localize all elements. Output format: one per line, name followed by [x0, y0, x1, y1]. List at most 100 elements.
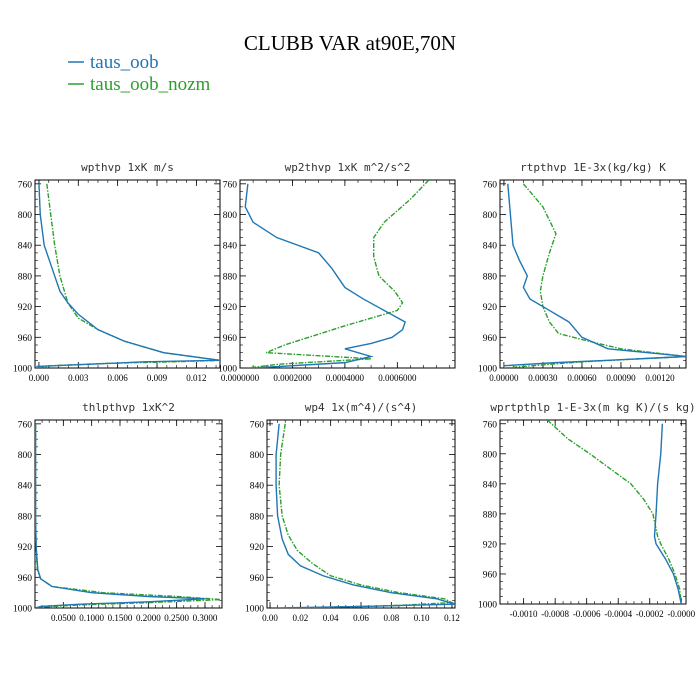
x-tick-label: 0.08 — [383, 613, 399, 623]
x-tick-label: 0.0006000 — [378, 373, 417, 383]
y-tick-label: 920 — [18, 543, 33, 553]
y-tick-label: 920 — [18, 303, 33, 313]
subplot-title: wprtpthlp 1-E-3x(m kg K)/(s kg) — [490, 401, 695, 414]
x-tick-label: 0.3000 — [193, 613, 218, 623]
x-tick-label: 0.0000000 — [221, 373, 260, 383]
y-tick-label: 800 — [18, 451, 33, 461]
subplot-title: wp2thvp 1xK m^2/s^2 — [285, 161, 411, 174]
subplot-3: rtpthvp 1E-3x(kg/kg) K 760 800 840 880 920 960… — [478, 161, 687, 383]
y-tick-label: 800 — [223, 211, 238, 221]
x-tick-label: 0.12 — [444, 613, 460, 623]
y-tick-label: 960 — [18, 334, 33, 344]
y-tick-label: 760 — [18, 420, 33, 430]
series-line-taus_oob_nozm — [546, 420, 682, 604]
x-tick-label: -0.0000 — [667, 609, 695, 619]
series-line-taus_oob — [35, 423, 206, 608]
legend-label: taus_oob — [90, 52, 159, 73]
x-tick-label: 0.00090 — [606, 373, 636, 383]
y-tick-label: 760 — [250, 420, 265, 430]
y-tick-label: 960 — [483, 334, 498, 344]
y-tick-label: 920 — [223, 303, 238, 313]
x-tick-label: 0.06 — [353, 613, 369, 623]
y-tick-label: 760 — [483, 180, 498, 190]
y-tick-label: 760 — [483, 420, 498, 430]
x-tick-label: 0.02 — [292, 613, 308, 623]
subplot-title: rtpthvp 1E-3x(kg/kg) K — [520, 161, 666, 174]
x-tick-label: 0.04 — [323, 613, 339, 623]
x-tick-label: 0.1000 — [79, 613, 104, 623]
series-line-taus_oob — [244, 183, 407, 368]
x-tick-label: 0.00060 — [567, 373, 597, 383]
x-tick-label: -0.0002 — [636, 609, 664, 619]
plot-frame — [499, 419, 687, 605]
x-tick-label: 0.012 — [186, 373, 206, 383]
y-tick-label: 920 — [483, 540, 498, 550]
y-tick-label: 1000 — [478, 365, 497, 375]
y-tick-label: 960 — [223, 334, 238, 344]
x-tick-label: 0.00000 — [489, 373, 519, 383]
x-tick-label: 0.000 — [29, 373, 50, 383]
x-tick-label: 0.00 — [262, 613, 278, 623]
subplot-title: wpthvp 1xK m/s — [81, 161, 174, 174]
x-tick-label: 0.1500 — [108, 613, 133, 623]
y-tick-label: 1000 — [13, 605, 32, 615]
y-tick-label: 840 — [18, 482, 33, 492]
y-tick-label: 920 — [483, 303, 498, 313]
plot-frame — [499, 179, 687, 369]
y-tick-label: 880 — [223, 272, 238, 282]
y-tick-label: 760 — [18, 180, 33, 190]
y-tick-label: 800 — [483, 211, 498, 221]
y-tick-label: 1000 — [245, 605, 264, 615]
x-tick-label: 0.0004000 — [326, 373, 365, 383]
legend-label: taus_oob_nozm — [90, 74, 211, 95]
x-tick-label: 0.009 — [147, 373, 168, 383]
x-tick-label: 0.0500 — [51, 613, 76, 623]
x-tick-label: 0.00120 — [645, 373, 675, 383]
series-line-taus_oob_nozm — [35, 423, 222, 608]
x-tick-label: -0.0004 — [604, 609, 632, 619]
y-tick-label: 880 — [483, 272, 498, 282]
series-line-taus_oob — [275, 423, 455, 608]
legend-entry: taus_oob_nozm — [68, 74, 211, 95]
y-tick-label: 960 — [483, 570, 498, 580]
x-tick-label: -0.0006 — [573, 609, 601, 619]
y-tick-label: 760 — [223, 180, 238, 190]
series-line-taus_oob_nozm — [278, 423, 455, 608]
x-tick-label: 0.003 — [68, 373, 89, 383]
x-tick-label: 0.2000 — [136, 613, 161, 623]
subplot-1: wpthvp 1xK m/s76080084088092096010000.00… — [13, 161, 221, 383]
x-tick-label: 0.2500 — [164, 613, 189, 623]
x-tick-label: 0.00030 — [528, 373, 558, 383]
figure-title: CLUBB VAR at90E,70N — [244, 31, 456, 55]
subplot-title: wp4 1x(m^4)/(s^4) — [305, 401, 418, 414]
y-tick-label: 880 — [483, 510, 498, 520]
series-line-taus_oob — [36, 183, 220, 368]
y-tick-label: 800 — [483, 450, 498, 460]
x-tick-label: -0.0010 — [510, 609, 538, 619]
legend-entry: taus_oob — [68, 52, 159, 73]
y-tick-label: 840 — [18, 242, 33, 252]
series-line-taus_oob — [503, 183, 686, 367]
subplot-2: wp2thvp 1xK m^2/s^2 760 800 840 880 920 960 100… — [218, 161, 456, 383]
y-tick-label: 880 — [18, 512, 33, 522]
x-tick-label: 0.006 — [108, 373, 129, 383]
y-tick-label: 800 — [250, 451, 265, 461]
y-tick-label: 1000 — [218, 365, 237, 375]
x-tick-label: 0.10 — [414, 613, 430, 623]
y-tick-label: 880 — [18, 272, 33, 282]
y-tick-label: 960 — [18, 574, 33, 584]
series-line-taus_oob_nozm — [247, 180, 430, 368]
y-tick-label: 840 — [483, 242, 498, 252]
y-tick-label: 1000 — [13, 365, 32, 375]
series-line-taus_oob — [653, 423, 682, 604]
y-tick-label: 840 — [250, 482, 265, 492]
x-tick-label: -0.0008 — [541, 609, 569, 619]
y-tick-label: 1000 — [478, 601, 497, 611]
subplot-title: thlpthvp 1xK^2 — [82, 401, 175, 414]
subplot-5: wp4 1x(m^4)/(s^4)76080084088092096010000… — [245, 401, 460, 623]
subplot-6: wprtpthlp 1-E-3x(m kg K)/(s kg) 760 800 840… — [478, 401, 696, 619]
y-tick-label: 880 — [250, 512, 265, 522]
y-tick-label: 840 — [483, 480, 498, 490]
